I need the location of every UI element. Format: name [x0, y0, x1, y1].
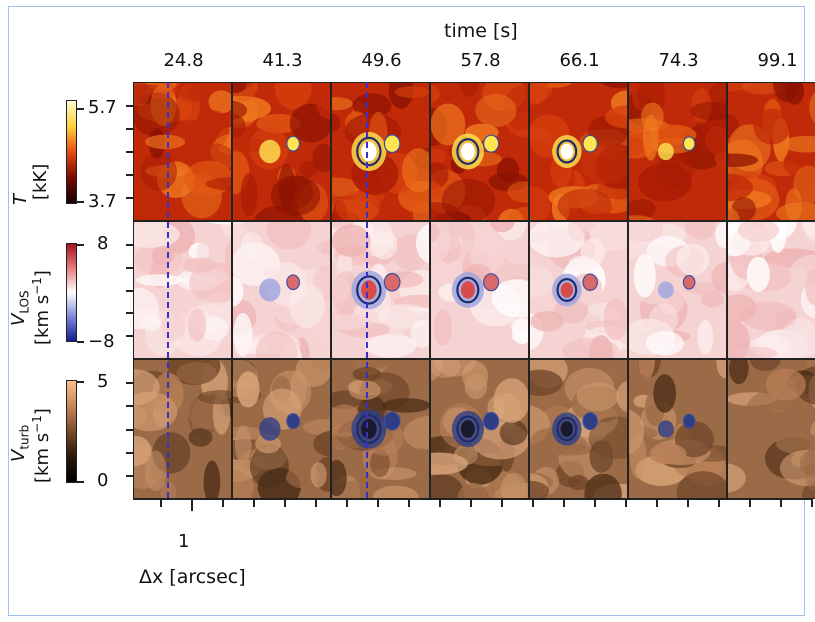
- y-tick-mark: [126, 128, 133, 130]
- x-tick-mark: [408, 500, 410, 507]
- cbar-tick: [77, 201, 84, 203]
- image-panel: [628, 221, 727, 359]
- time-label: 99.1: [757, 50, 798, 71]
- dashed-reference-line-center: [366, 82, 368, 498]
- image-panel: [232, 221, 331, 359]
- cbar-tick: [77, 341, 84, 343]
- x-axis-label: Δx [arcsec]: [139, 566, 246, 588]
- x-tick-mark: [718, 500, 720, 507]
- y-tick-mark: [126, 335, 133, 338]
- x-tick-mark: [811, 500, 813, 507]
- image-panel: [232, 359, 331, 499]
- row-label-vturb-unit: [km s−1]: [30, 408, 53, 483]
- x-axis-line: [133, 498, 813, 500]
- image-panel: [133, 82, 232, 221]
- row-label-temperature: T: [10, 194, 31, 205]
- cbar-tick-label-vlos-bottom: −8: [88, 331, 115, 352]
- cbar-tick-label-t-top: 5.7: [88, 97, 117, 118]
- image-panel: [529, 82, 628, 221]
- time-label: 49.6: [361, 50, 402, 71]
- image-panel: [331, 359, 430, 499]
- x-tick-mark: [532, 500, 534, 507]
- row-label-vlos-unit: [km s−1]: [30, 270, 53, 345]
- x-tick-mark: [315, 500, 317, 507]
- y-tick-mark: [126, 451, 133, 454]
- image-panel: [727, 221, 815, 359]
- y-tick-mark: [126, 405, 133, 408]
- x-tick-mark: [656, 500, 658, 507]
- colorbar-temperature: [66, 100, 77, 204]
- x-tick-mark: [749, 500, 751, 507]
- row-label-vlos: VLOS: [8, 290, 32, 326]
- image-panel: [430, 221, 529, 359]
- image-panel: [529, 359, 628, 499]
- y-tick-mark: [126, 105, 133, 107]
- x-tick-mark: [191, 500, 193, 511]
- cbar-tick: [77, 381, 84, 383]
- time-label: 41.3: [262, 50, 303, 71]
- x-tick-mark: [780, 500, 782, 507]
- image-panel: [331, 221, 430, 359]
- image-panel: [628, 82, 727, 221]
- image-panel: [331, 82, 430, 221]
- cbar-tick-label-vturb-top: 5: [97, 371, 109, 392]
- image-panel: [430, 359, 529, 499]
- image-panel: [133, 359, 232, 499]
- image-panel: [430, 82, 529, 221]
- time-label: 74.3: [658, 50, 699, 71]
- y-tick-mark: [126, 266, 133, 269]
- time-label: 57.8: [460, 50, 501, 71]
- x-tick-mark: [625, 500, 627, 507]
- image-panel: [529, 221, 628, 359]
- x-tick-label: 1: [178, 531, 190, 552]
- y-tick-mark: [126, 151, 133, 153]
- row-label-vturb: Vturb: [8, 424, 32, 462]
- y-tick-mark: [126, 289, 133, 292]
- y-tick-mark: [126, 174, 133, 176]
- cbar-tick-label-t-bottom: 3.7: [88, 191, 117, 212]
- y-tick-mark: [126, 243, 133, 246]
- x-tick-mark: [284, 500, 286, 507]
- y-tick-mark: [126, 382, 133, 385]
- time-axis-title: time [s]: [444, 20, 518, 42]
- cbar-tick: [77, 108, 84, 110]
- x-tick-mark: [501, 500, 503, 507]
- x-tick-mark: [594, 500, 596, 507]
- colorbar-vlos: [66, 243, 77, 342]
- x-tick-mark: [222, 500, 224, 507]
- image-panel: [727, 359, 815, 499]
- row-label-temperature-unit: [kK]: [30, 163, 51, 200]
- image-panel: [628, 359, 727, 499]
- dashed-reference-line-left: [167, 82, 169, 498]
- y-tick-mark: [126, 197, 133, 199]
- cbar-tick: [77, 244, 84, 246]
- cbar-tick: [77, 481, 84, 483]
- image-panel: [232, 82, 331, 221]
- x-tick-mark: [160, 500, 162, 507]
- time-label: 66.1: [559, 50, 600, 71]
- y-tick-mark: [126, 428, 133, 431]
- x-tick-mark: [439, 500, 441, 507]
- colorbar-vturb: [66, 380, 77, 483]
- y-tick-mark: [126, 474, 133, 477]
- x-tick-mark: [377, 500, 379, 507]
- image-panel: [727, 82, 815, 221]
- x-tick-mark: [346, 500, 348, 507]
- y-tick-mark: [126, 312, 133, 315]
- x-tick-mark: [470, 500, 472, 507]
- cbar-tick-label-vlos-top: 8: [97, 233, 109, 254]
- cbar-tick-label-vturb-bottom: 0: [97, 470, 109, 491]
- time-label: 24.8: [163, 50, 204, 71]
- x-tick-mark: [253, 500, 255, 507]
- x-tick-mark: [563, 500, 565, 507]
- x-tick-mark: [687, 500, 689, 507]
- image-panel: [133, 221, 232, 359]
